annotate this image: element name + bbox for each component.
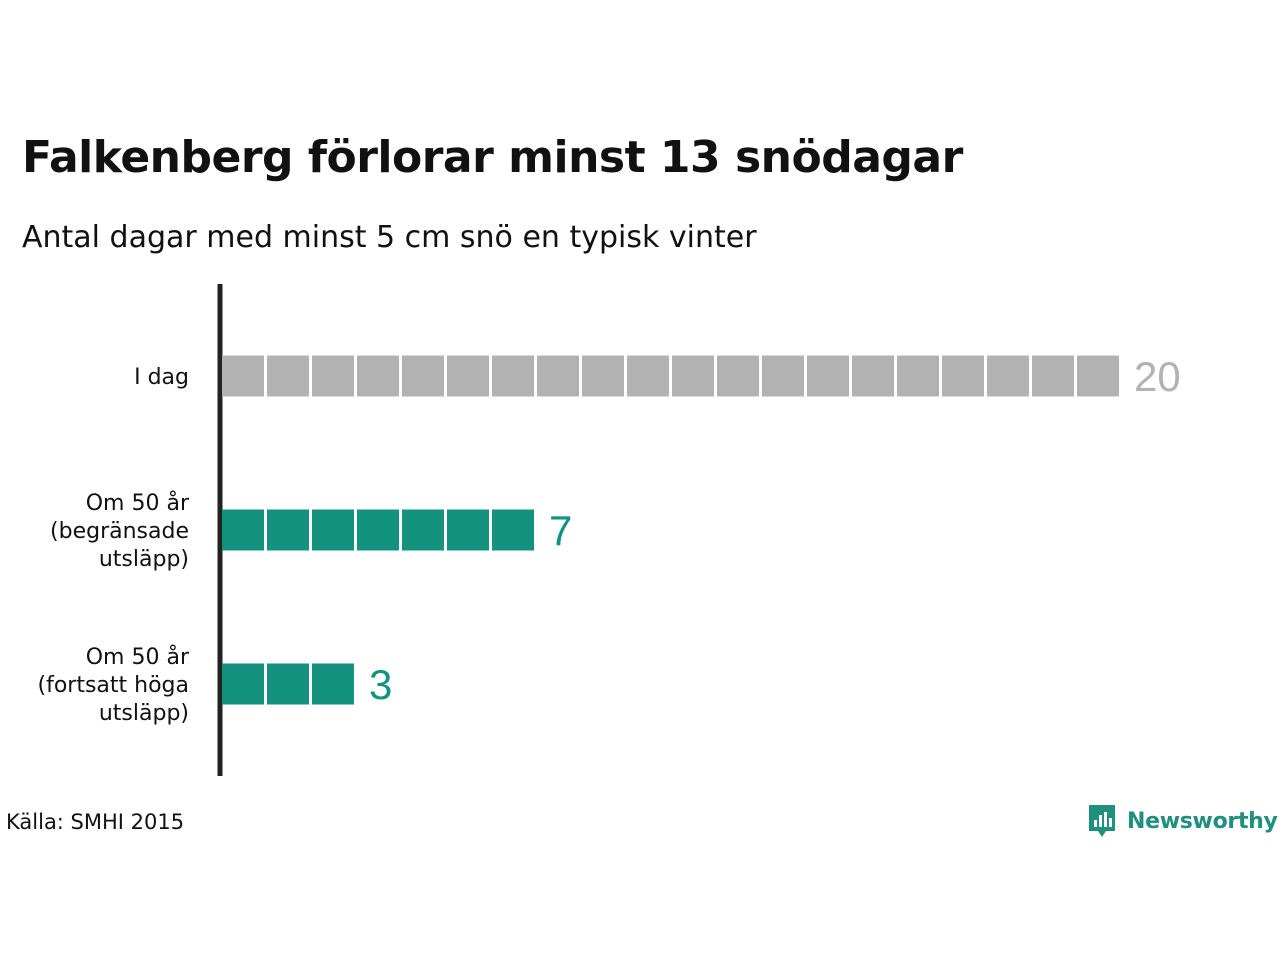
bar-unit-block: [267, 509, 309, 551]
category-label-line: utsläpp): [99, 547, 189, 572]
bar-unit-block: [807, 355, 849, 397]
bar-unit-block: [852, 355, 894, 397]
bar-unit-block: [942, 355, 984, 397]
bar-unit-block: [447, 509, 489, 551]
chart-title: Falkenberg förlorar minst 13 snödagar: [22, 132, 963, 183]
bar-unit-block: [492, 355, 534, 397]
bar-unit-block: [672, 355, 714, 397]
bar-unit-block: [312, 509, 354, 551]
category-label-line: Om 50 år: [86, 644, 190, 670]
bar-unit-block: [357, 355, 399, 397]
category-label-line: utsläpp): [99, 701, 189, 726]
bar-unit-block: [312, 663, 354, 705]
category-label: I dag: [134, 365, 189, 390]
bar-unit-block: [582, 355, 624, 397]
bar-unit-block: [1032, 355, 1074, 397]
bar-unit-block: [402, 355, 444, 397]
brand-name: Newsworthy: [1127, 808, 1278, 834]
bar-unit-block: [222, 509, 264, 551]
bar-unit-block: [222, 663, 264, 705]
category-label: Om 50 år (fortsatt höga utsläpp): [38, 644, 190, 726]
bar-unit-block: [267, 663, 309, 705]
bar-value-label: 7: [549, 507, 572, 554]
bar-unit-block: [402, 509, 444, 551]
bar-unit-block: [267, 355, 309, 397]
bar-unit-block: [717, 355, 759, 397]
brand-logo: Newsworthy: [1087, 803, 1278, 839]
bar-unit-block: [897, 355, 939, 397]
category-label: Om 50 år (begränsade utsläpp): [50, 490, 190, 572]
bar-value-label: 3: [369, 661, 392, 708]
bar-unit-block: [762, 355, 804, 397]
bars-layer: 20 I dag 7 Om 50 år (begränsade utsläpp) 3 Om 5…: [38, 353, 1181, 726]
source-note: Källa: SMHI 2015: [6, 810, 185, 834]
category-label-line: I dag: [134, 365, 189, 390]
bar-unit-block: [312, 355, 354, 397]
category-label-line: (begränsade: [50, 519, 189, 544]
bar-unit-block: [1077, 355, 1119, 397]
bar-unit-block: [492, 509, 534, 551]
bar-unit-block: [357, 509, 399, 551]
bar-unit-block: [447, 355, 489, 397]
bar-unit-block: [627, 355, 669, 397]
newsworthy-logo-icon: [1089, 805, 1115, 837]
bar-unit-block: [987, 355, 1029, 397]
bar-unit-block: [222, 355, 264, 397]
bar-unit-block: [537, 355, 579, 397]
category-label-line: Om 50 år: [86, 490, 190, 516]
category-label-line: (fortsatt höga: [38, 673, 190, 698]
bar-value-label: 20: [1134, 353, 1181, 400]
chart-subtitle: Antal dagar med minst 5 cm snö en typisk…: [22, 220, 757, 255]
